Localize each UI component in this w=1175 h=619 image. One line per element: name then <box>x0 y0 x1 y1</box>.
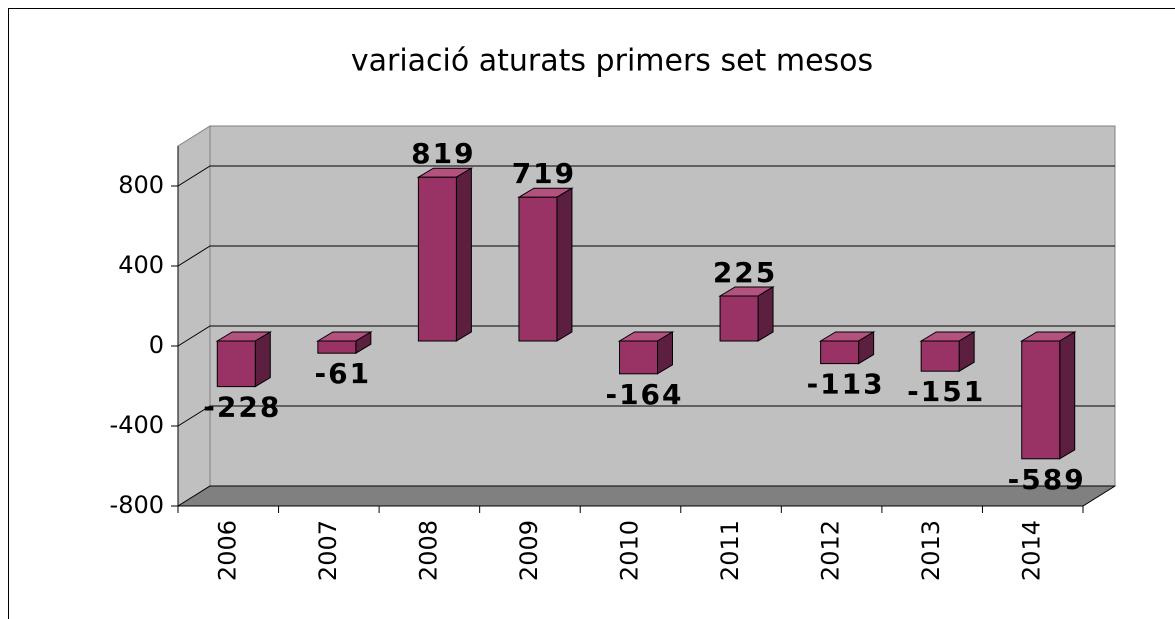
bar <box>719 295 759 342</box>
bar-side <box>1059 331 1076 460</box>
y-tick-label: -400 <box>110 411 164 439</box>
grid-line <box>177 485 1115 507</box>
bar-side <box>556 187 573 342</box>
x-tick-label: 2009 <box>515 520 543 581</box>
grid-line <box>177 245 1115 267</box>
data-label: -151 <box>907 375 985 408</box>
bar <box>216 340 256 388</box>
y-tick-label: 800 <box>118 171 164 199</box>
x-tick-label: 2013 <box>917 520 945 581</box>
bar <box>619 340 658 375</box>
x-tick-label: 2006 <box>213 520 241 581</box>
bar <box>417 176 457 342</box>
data-label: 719 <box>512 157 576 190</box>
data-label: 819 <box>411 137 475 170</box>
chart-title: variació aturats primers set mesos <box>351 44 873 79</box>
bar <box>1021 340 1061 460</box>
x-tick-label: 2010 <box>616 520 644 581</box>
x-tick-label: 2008 <box>414 520 442 581</box>
data-label: -113 <box>807 368 885 401</box>
floor-edge <box>1082 485 1116 507</box>
grid-line <box>177 165 1115 187</box>
grid-line <box>177 325 1115 347</box>
back-wall <box>209 125 1116 487</box>
y-tick-label: 400 <box>118 251 164 279</box>
data-label: -589 <box>1008 463 1086 496</box>
x-tick-label: 2007 <box>314 520 342 581</box>
data-label: 225 <box>713 256 777 289</box>
data-label: -228 <box>203 391 281 424</box>
bar-side <box>757 286 774 342</box>
data-label: -164 <box>605 378 683 411</box>
floor <box>176 485 1117 507</box>
x-tick-label: 2014 <box>1018 520 1046 581</box>
y-tick-label: -800 <box>110 491 164 519</box>
grid-line <box>177 405 1115 427</box>
x-tick-label: 2012 <box>817 520 845 581</box>
bar <box>518 196 558 342</box>
bar-side <box>254 331 271 388</box>
x-tick-label: 2011 <box>716 520 744 581</box>
bar <box>317 340 357 354</box>
bar-side <box>455 167 472 342</box>
bar <box>920 340 960 372</box>
y-tick-label: 0 <box>149 331 164 359</box>
data-label: -61 <box>315 357 372 390</box>
bar <box>820 340 860 365</box>
